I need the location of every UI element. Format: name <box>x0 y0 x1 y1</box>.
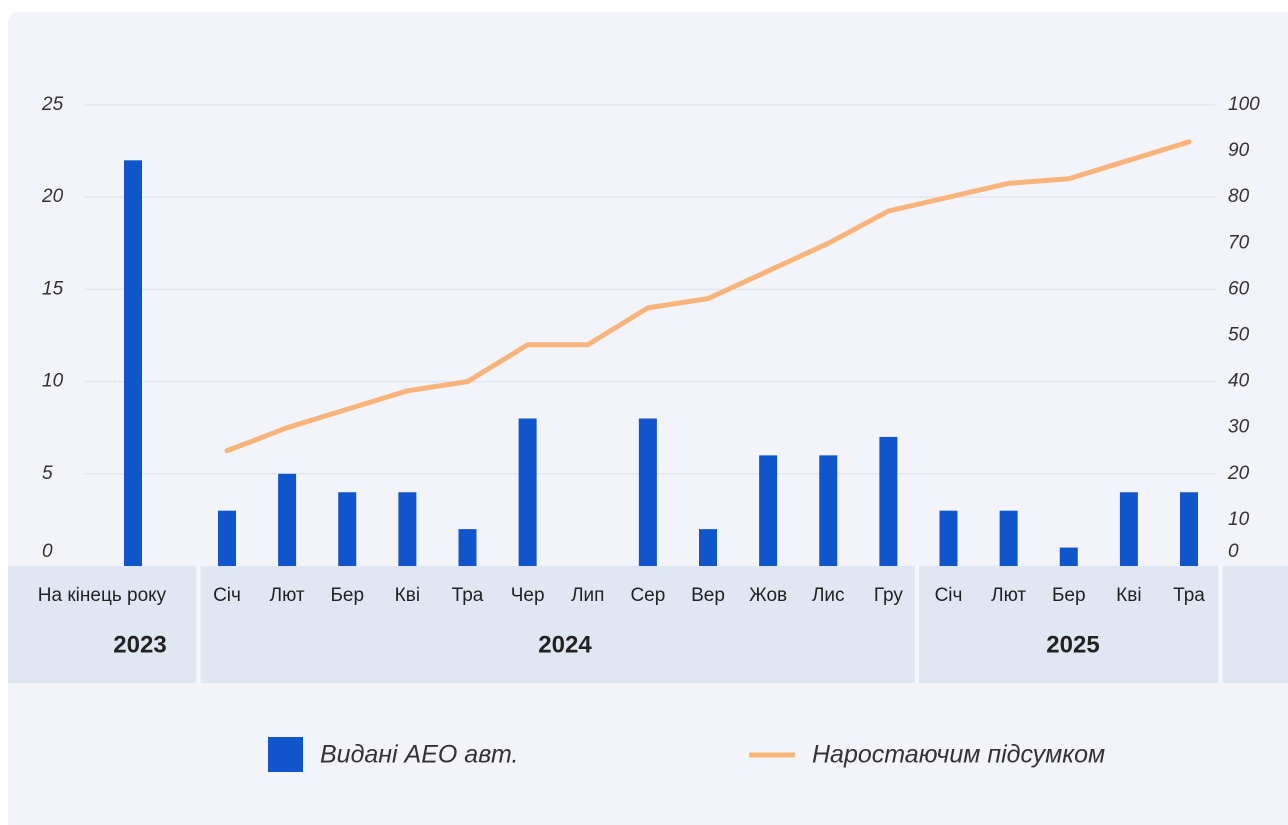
bar <box>458 529 477 566</box>
bar <box>819 455 838 566</box>
x-tick-label: Гру <box>874 585 904 606</box>
x-tick-label: Жов <box>749 585 787 606</box>
bar <box>278 473 297 566</box>
legend-label: Видані АЕО авт. <box>320 741 518 769</box>
legend-swatch-bar <box>268 737 303 772</box>
bar <box>124 160 142 566</box>
bar <box>518 418 537 566</box>
x-tick-label: Кві <box>395 585 420 606</box>
bar <box>879 436 898 566</box>
y2-tick-label: 80 <box>1228 186 1250 207</box>
x-tick-label: Лют <box>991 585 1026 606</box>
x-tick-label: Лют <box>270 585 305 606</box>
x-tick-label: Січ <box>935 585 963 606</box>
x-tick-label: Чер <box>511 585 545 606</box>
y2-tick-label: 20 <box>1227 463 1250 484</box>
category-band <box>8 566 1288 683</box>
x-tick-label: Лип <box>571 585 604 606</box>
y-tick-label: 10 <box>42 371 64 392</box>
y2-tick-label: 50 <box>1228 325 1250 346</box>
bar <box>638 418 657 566</box>
bar <box>699 529 717 566</box>
group-label: 2024 <box>538 631 592 658</box>
y2-tick-label: 30 <box>1228 417 1250 438</box>
y-tick-label: 5 <box>42 463 53 484</box>
x-tick-label: Лис <box>812 585 845 606</box>
y-tick-label: 20 <box>41 186 64 207</box>
bar <box>759 455 778 566</box>
bar <box>1059 547 1078 566</box>
y-tick-label: 25 <box>41 94 64 115</box>
y2-tick-label: 70 <box>1228 232 1250 253</box>
y2-tick-label: 40 <box>1228 371 1250 392</box>
bar <box>398 492 417 566</box>
x-tick-label: Тра <box>452 585 484 606</box>
x-tick-label: Кві <box>1116 585 1141 606</box>
legend-label: Наростаючим підсумком <box>812 741 1105 769</box>
grid <box>85 104 1215 475</box>
y-tick-label: 15 <box>42 278 64 299</box>
bar <box>1180 492 1198 566</box>
y2-tick-label: 0 <box>1228 541 1239 562</box>
bar <box>218 510 236 566</box>
x-tick-label: Сер <box>630 585 665 606</box>
y2-tick-label: 60 <box>1228 278 1250 299</box>
y2-tick-label: 90 <box>1228 140 1250 161</box>
group-label: 2025 <box>1046 631 1099 658</box>
lines <box>224 139 1192 454</box>
bar <box>999 510 1018 566</box>
x-tick-label: Січ <box>213 585 241 606</box>
line <box>224 139 1192 454</box>
y-tick-label: 0 <box>42 541 53 562</box>
bar <box>939 510 958 566</box>
x-tick-label: На кінець року <box>38 585 167 606</box>
x-tick-label: Бер <box>330 585 364 606</box>
x-tick-label: Вер <box>691 585 725 606</box>
y2-tick-label: 10 <box>1228 509 1250 530</box>
x-tick-label: Бер <box>1052 585 1086 606</box>
group-label: 2023 <box>113 631 166 658</box>
bar <box>338 492 357 566</box>
y2-tick-label: 100 <box>1228 94 1260 115</box>
x-tick-label: Тра <box>1173 585 1205 606</box>
bar <box>1119 492 1138 566</box>
bars <box>124 160 1198 566</box>
